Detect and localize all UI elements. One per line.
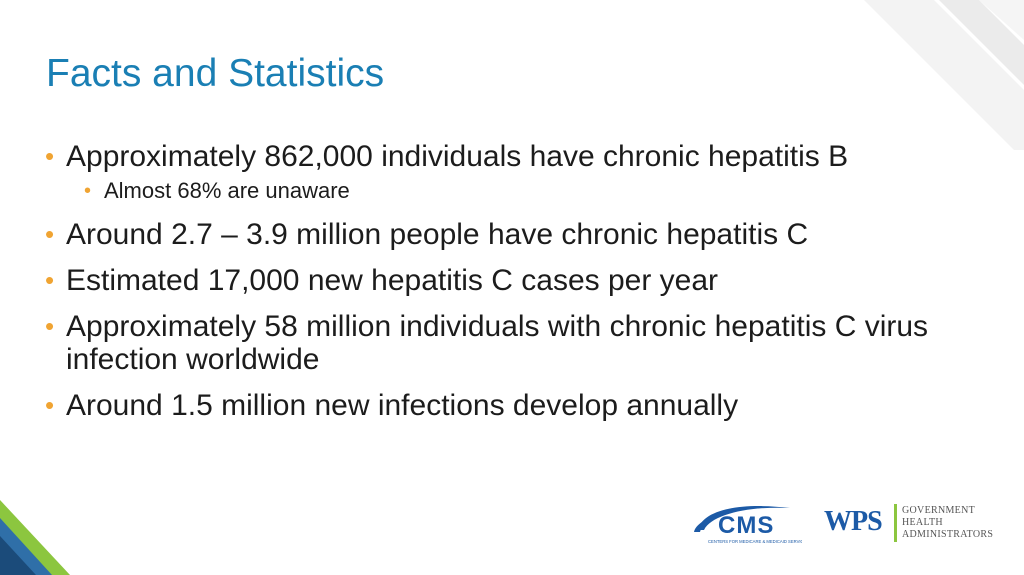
bullet-list: • Approximately 862,000 individuals have… bbox=[44, 140, 974, 435]
cms-logo: CMS CENTERS FOR MEDICARE & MEDICAID SERV… bbox=[694, 506, 802, 544]
bullet-dot-icon: • bbox=[84, 180, 92, 202]
wps-logo-line: GOVERNMENT bbox=[902, 505, 975, 516]
bullet-text: Almost 68% are unaware bbox=[104, 178, 350, 203]
wps-logo-line: ADMINISTRATORS bbox=[902, 529, 994, 540]
bullet-dot-icon: • bbox=[45, 141, 55, 171]
bullet-item: • Around 2.7 – 3.9 million people have c… bbox=[44, 218, 974, 251]
bullet-dot-icon: • bbox=[45, 265, 55, 295]
bullet-text: Approximately 862,000 individuals have c… bbox=[66, 140, 849, 173]
corner-stripes-decoration bbox=[864, 0, 1024, 150]
bullet-text: Around 1.5 million new infections develo… bbox=[66, 389, 739, 422]
bullet-text: Around 2.7 – 3.9 million people have chr… bbox=[66, 218, 809, 251]
wps-logo-mark: WPS bbox=[824, 506, 883, 537]
wps-logo-divider bbox=[894, 504, 897, 542]
svg-text:CENTERS FOR MEDICARE & MEDICAI: CENTERS FOR MEDICARE & MEDICAID SERVICES bbox=[708, 539, 802, 544]
bullet-item: • Approximately 58 million individuals w… bbox=[44, 310, 974, 376]
corner-triangle-decoration bbox=[0, 500, 70, 575]
bullet-item: • Approximately 862,000 individuals have… bbox=[44, 140, 974, 173]
wps-logo: WPS GOVERNMENT HEALTH ADMINISTRATORS bbox=[824, 504, 994, 544]
wps-logo-line: HEALTH bbox=[902, 517, 943, 528]
bullet-dot-icon: • bbox=[45, 390, 55, 420]
bullet-text: Estimated 17,000 new hepatitis C cases p… bbox=[66, 264, 719, 297]
wps-logo-text: GOVERNMENT HEALTH ADMINISTRATORS bbox=[902, 505, 993, 541]
bullet-dot-icon: • bbox=[45, 311, 55, 341]
slide-title: Facts and Statistics bbox=[46, 52, 385, 95]
bullet-dot-icon: • bbox=[45, 219, 55, 249]
bullet-item: • Estimated 17,000 new hepatitis C cases… bbox=[44, 264, 974, 297]
bullet-text: Approximately 58 million individuals wit… bbox=[66, 310, 929, 376]
svg-text:CMS: CMS bbox=[718, 512, 774, 539]
sub-bullet-item: • Almost 68% are unaware bbox=[44, 178, 974, 204]
bullet-item: • Around 1.5 million new infections deve… bbox=[44, 389, 974, 422]
